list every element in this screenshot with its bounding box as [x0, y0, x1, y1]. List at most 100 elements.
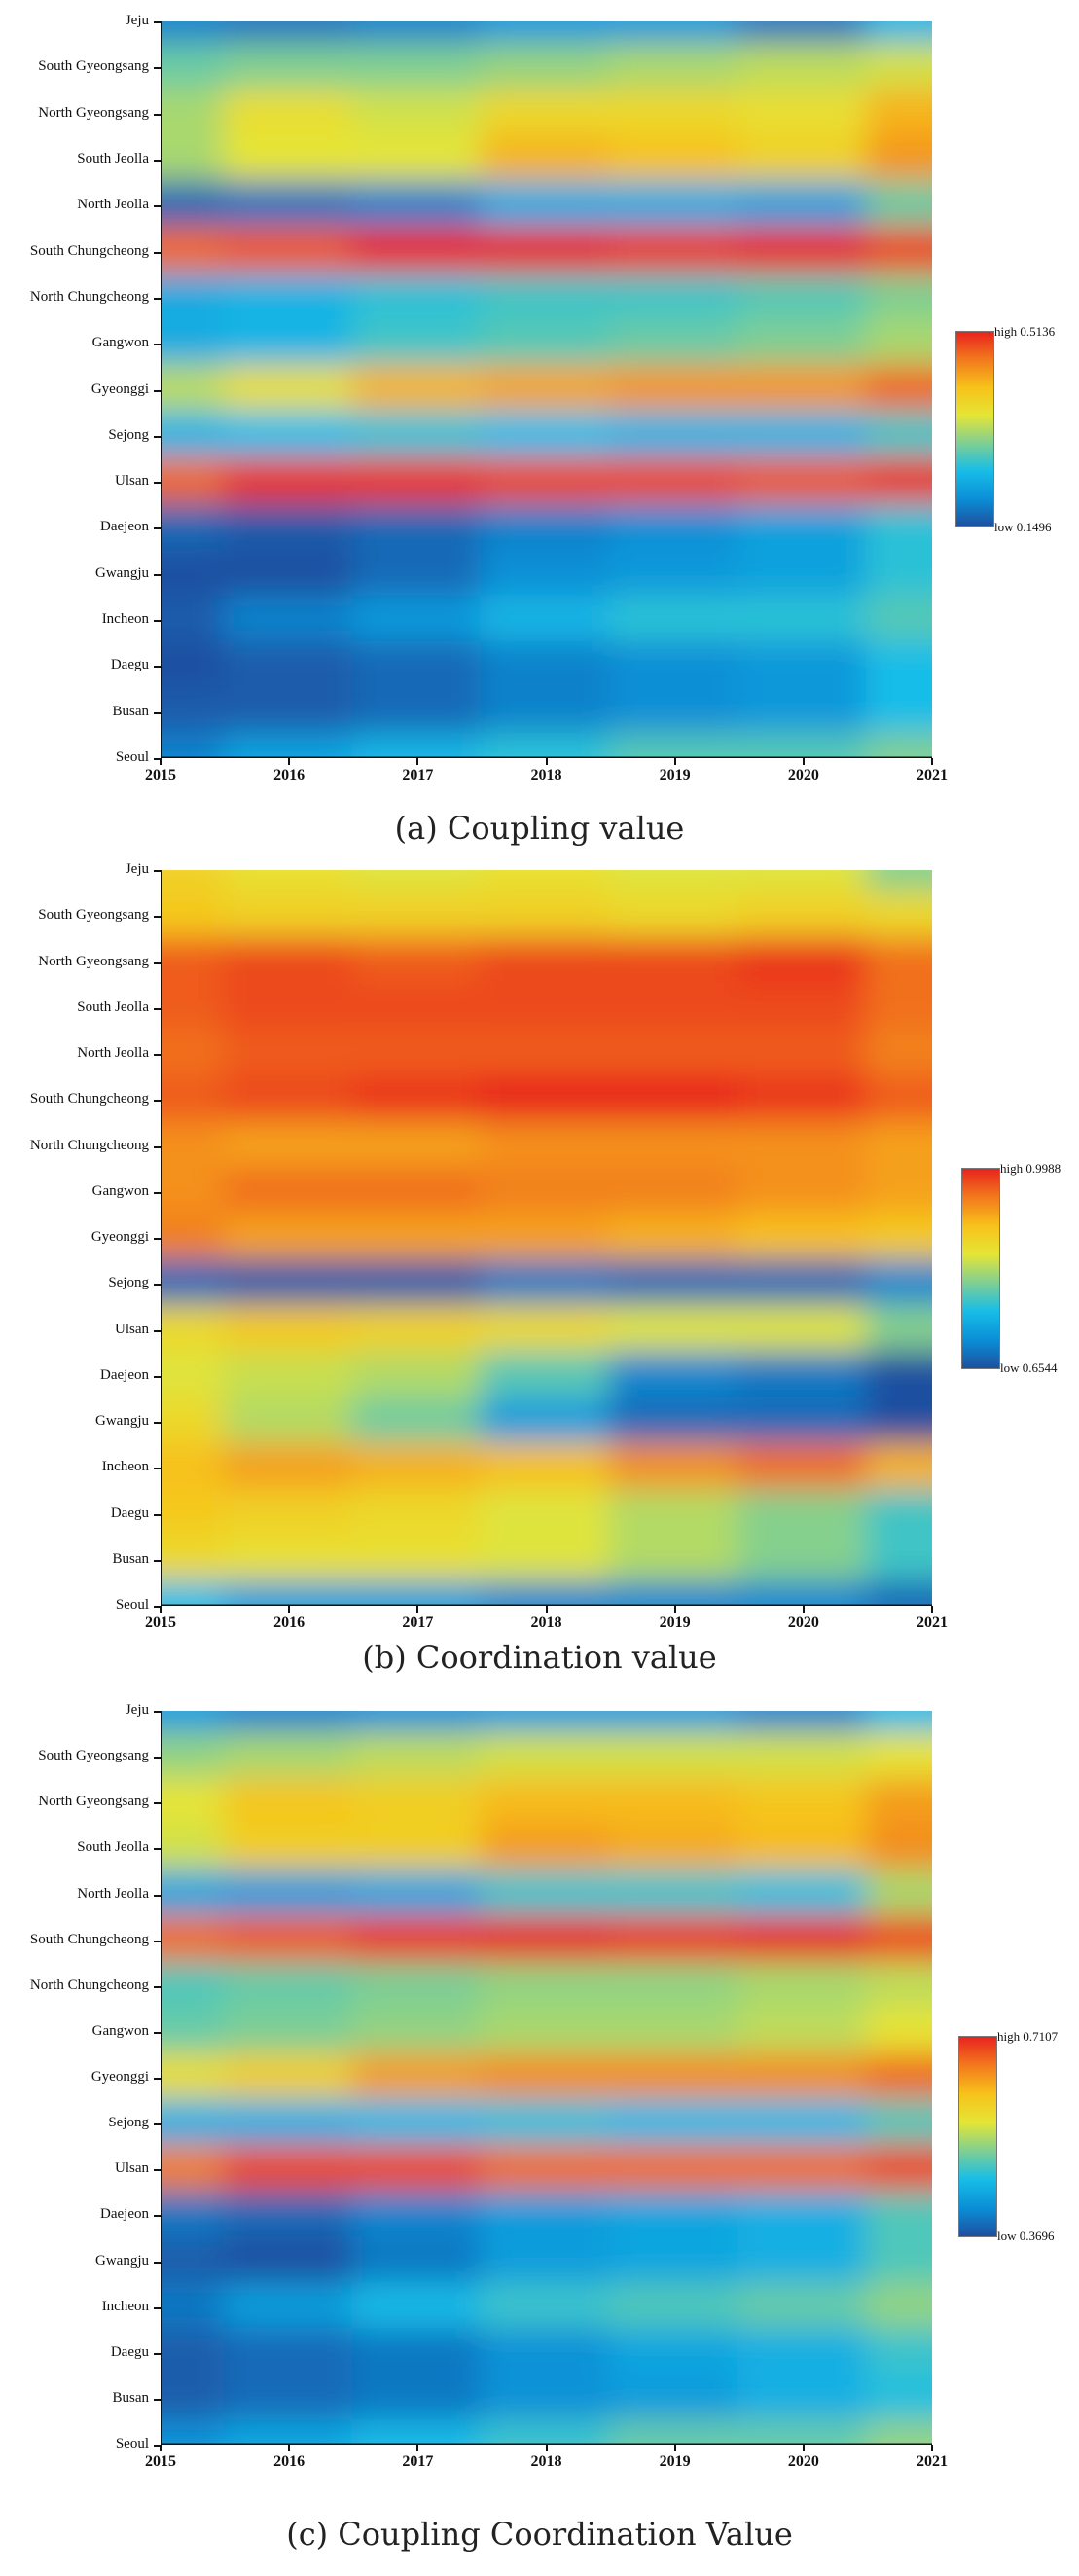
- heatmap-cell: [480, 2419, 613, 2445]
- heatmap-cell: [865, 2328, 932, 2378]
- heatmap-cell: [737, 2419, 870, 2445]
- heatmap-cell: [161, 1029, 228, 1079]
- heatmap-cell: [865, 2007, 932, 2057]
- heatmap-cell: [737, 42, 870, 92]
- heatmap-cell: [223, 2052, 356, 2103]
- y-tick-mark: [154, 2398, 161, 2401]
- heatmap-cell: [737, 226, 870, 277]
- heatmap-cell: [480, 2190, 613, 2240]
- y-tick-label: South Gyeongsang: [38, 907, 149, 924]
- heatmap-cell: [480, 502, 613, 554]
- heatmap-cell: [223, 2328, 356, 2378]
- x-tick-label: 2020: [787, 2453, 819, 2470]
- heatmap-cell: [480, 272, 613, 323]
- y-tick-label: Ulsan: [115, 1321, 149, 1337]
- x-tick-label: 2016: [273, 767, 306, 783]
- heatmap-cell: [865, 936, 932, 988]
- y-tick-label: Daejeon: [100, 1366, 149, 1383]
- heatmap-cell: [351, 870, 485, 895]
- y-tick-mark: [154, 1757, 161, 1760]
- heatmap-cell: [223, 2144, 356, 2195]
- heatmap-cell: [608, 983, 741, 1034]
- heatmap-cell: [737, 318, 870, 369]
- heatmap-cell: [737, 549, 870, 599]
- heatmap-cell: [223, 411, 356, 461]
- heatmap-cell: [608, 1442, 741, 1493]
- heatmap-cell: [223, 1731, 356, 1782]
- heatmap-cell: [223, 733, 356, 758]
- heatmap-cell: [608, 640, 741, 692]
- y-tick-label: Gyeonggi: [90, 381, 149, 397]
- y-tick-label: Sejong: [108, 1275, 149, 1291]
- heatmap-cell: [737, 1580, 870, 1606]
- heatmap-cell: [223, 1961, 356, 2012]
- x-tick-mark: [416, 2445, 419, 2451]
- legend-high-label: high 0.9988: [1000, 1161, 1061, 1176]
- heatmap-cell: [737, 1535, 870, 1585]
- heatmap-panel-a: Jeju South Gyeongsang North Gyeongsang Sout…: [0, 0, 1079, 847]
- y-tick-mark: [154, 2215, 161, 2218]
- heatmap-cell: [480, 1351, 613, 1401]
- heatmap-cell: [161, 226, 228, 277]
- heatmap-cell: [351, 936, 485, 988]
- heatmap-cell: [608, 1711, 741, 1736]
- x-tick-mark: [673, 2445, 676, 2451]
- x-tick-label: 2019: [659, 2453, 691, 2470]
- x-tick-label: 2017: [402, 2453, 434, 2470]
- heatmap-cell: [223, 1304, 356, 1356]
- heatmap-cell: [351, 2144, 485, 2195]
- heatmap-cell: [223, 687, 356, 738]
- caption-b: (b) Coordination value: [362, 1639, 717, 1676]
- heatmap-cell: [865, 226, 932, 277]
- y-tick-label: Gwangju: [95, 1413, 149, 1429]
- heatmap-cell: [865, 134, 932, 185]
- x-tick-label: 2015: [145, 767, 176, 783]
- heatmap-cell: [351, 411, 485, 461]
- heatmap-cell: [608, 1961, 741, 2012]
- heatmap-cell: [608, 21, 741, 47]
- heatmap-cell: [608, 2052, 741, 2103]
- x-tick-label: 2016: [273, 2453, 306, 2470]
- heatmap-cell: [351, 1731, 485, 1782]
- heatmap-panel-c: Jeju South Gyeongsang North Gyeongsang Sout…: [0, 1684, 1079, 2576]
- heatmap-cell: [737, 2007, 870, 2057]
- heatmap-cell: [608, 226, 741, 277]
- heatmap-cell: [737, 870, 870, 895]
- y-tick-mark: [154, 870, 161, 872]
- heatmap-cell: [480, 890, 613, 941]
- x-tick-mark: [802, 758, 805, 765]
- legend-colorbar: [958, 2036, 997, 2237]
- heatmap-cell: [223, 88, 356, 139]
- y-tick-mark: [154, 1238, 161, 1240]
- heatmap-cell: [480, 1823, 613, 1873]
- heatmap-cell: [351, 2282, 485, 2333]
- heatmap-cell: [351, 2098, 485, 2149]
- heatmap-cell: [351, 595, 485, 645]
- heatmap-cell: [480, 1397, 613, 1447]
- heatmap-cell: [161, 2419, 228, 2445]
- heatmap-cell: [737, 2098, 870, 2149]
- heatmap-cell: [737, 1488, 870, 1540]
- x-tick-label: 2019: [659, 1615, 691, 1631]
- heatmap-cell: [865, 1488, 932, 1540]
- y-tick-label: Gangwon: [91, 335, 149, 351]
- heatmap-cell: [865, 21, 932, 47]
- heatmap-cell: [161, 318, 228, 369]
- heatmap-cell: [351, 687, 485, 738]
- y-tick-mark: [154, 1007, 161, 1010]
- y-tick-mark: [154, 159, 161, 162]
- heatmap-cell: [608, 134, 741, 185]
- heatmap-cell: [608, 2144, 741, 2195]
- heatmap-cell: [737, 364, 870, 416]
- x-tick-label: 2015: [145, 2453, 176, 2470]
- heatmap-cell: [608, 42, 741, 92]
- heatmap-cell: [608, 318, 741, 369]
- heatmap-cell: [737, 2144, 870, 2195]
- heatmap-cell: [351, 42, 485, 92]
- heatmap-cell: [737, 2235, 870, 2287]
- heatmap-cell: [161, 2374, 228, 2424]
- y-tick-label: South Gyeongsang: [38, 58, 149, 75]
- heatmap-b-svg: [161, 870, 932, 1606]
- heatmap-cell: [223, 2190, 356, 2240]
- y-tick-label: Ulsan: [115, 473, 149, 490]
